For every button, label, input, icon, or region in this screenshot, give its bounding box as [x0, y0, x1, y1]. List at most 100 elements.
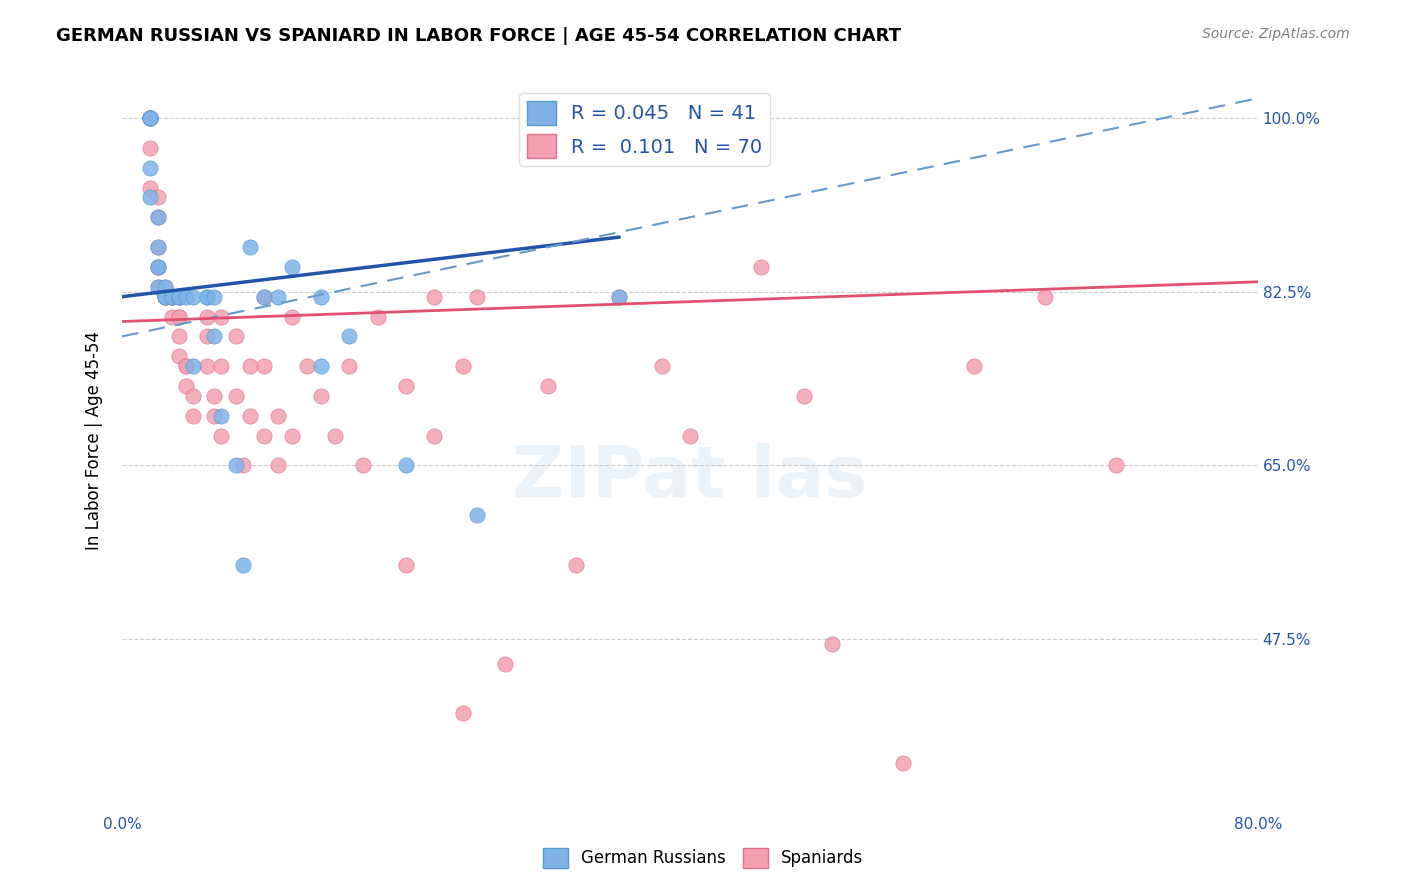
Point: [195, 329, 218, 343]
Point: [891, 756, 914, 770]
Point: [749, 260, 772, 274]
Point: [465, 290, 488, 304]
Point: [167, 290, 190, 304]
Y-axis label: In Labor Force | Age 45-54: In Labor Force | Age 45-54: [86, 331, 103, 550]
Point: [167, 290, 190, 304]
Point: [239, 409, 262, 423]
Point: [146, 240, 169, 254]
Point: [174, 290, 197, 304]
Text: ZIPat las: ZIPat las: [512, 443, 868, 512]
Point: [181, 290, 204, 304]
Point: [195, 290, 218, 304]
Point: [139, 111, 162, 125]
Point: [153, 279, 176, 293]
Point: [146, 260, 169, 274]
Point: [139, 111, 162, 125]
Point: [146, 279, 169, 293]
Point: [202, 389, 225, 403]
Point: [153, 290, 176, 304]
Point: [821, 637, 844, 651]
Point: [139, 111, 162, 125]
Point: [395, 379, 418, 393]
Point: [202, 290, 225, 304]
Point: [174, 359, 197, 373]
Point: [963, 359, 986, 373]
Point: [423, 428, 446, 442]
Point: [153, 290, 176, 304]
Point: [139, 190, 162, 204]
Point: [174, 379, 197, 393]
Point: [146, 260, 169, 274]
Point: [309, 389, 332, 403]
Point: [253, 290, 276, 304]
Point: [337, 329, 360, 343]
Point: [225, 329, 247, 343]
Point: [181, 389, 204, 403]
Point: [267, 458, 290, 473]
Point: [395, 458, 418, 473]
Point: [146, 260, 169, 274]
Point: [267, 290, 290, 304]
Point: [309, 290, 332, 304]
Point: [146, 211, 169, 225]
Point: [607, 290, 630, 304]
Point: [181, 359, 204, 373]
Point: [337, 359, 360, 373]
Point: [167, 349, 190, 363]
Point: [153, 290, 176, 304]
Point: [146, 279, 169, 293]
Point: [1033, 290, 1056, 304]
Point: [195, 310, 218, 324]
Point: [1105, 458, 1128, 473]
Point: [160, 290, 183, 304]
Point: [651, 359, 673, 373]
Point: [139, 180, 162, 194]
Point: [281, 310, 304, 324]
Point: [153, 290, 176, 304]
Point: [225, 389, 247, 403]
Point: [167, 310, 190, 324]
Point: [139, 161, 162, 175]
Point: [451, 706, 474, 721]
Point: [146, 211, 169, 225]
Point: [146, 190, 169, 204]
Point: [146, 240, 169, 254]
Point: [139, 111, 162, 125]
Point: [167, 290, 190, 304]
Point: [232, 558, 254, 572]
Point: [209, 428, 232, 442]
Point: [209, 409, 232, 423]
Point: [281, 260, 304, 274]
Point: [160, 290, 183, 304]
Point: [174, 359, 197, 373]
Point: [267, 409, 290, 423]
Point: [160, 290, 183, 304]
Point: [253, 428, 276, 442]
Text: GERMAN RUSSIAN VS SPANIARD IN LABOR FORCE | AGE 45-54 CORRELATION CHART: GERMAN RUSSIAN VS SPANIARD IN LABOR FORC…: [56, 27, 901, 45]
Point: [167, 329, 190, 343]
Point: [139, 111, 162, 125]
Point: [309, 359, 332, 373]
Point: [139, 111, 162, 125]
Point: [395, 558, 418, 572]
Point: [239, 240, 262, 254]
Point: [195, 290, 218, 304]
Point: [209, 310, 232, 324]
Point: [295, 359, 318, 373]
Point: [195, 359, 218, 373]
Point: [465, 508, 488, 522]
Point: [202, 409, 225, 423]
Point: [451, 359, 474, 373]
Point: [565, 558, 588, 572]
Point: [537, 379, 560, 393]
Point: [253, 359, 276, 373]
Point: [139, 141, 162, 155]
Legend: German Russians, Spaniards: German Russians, Spaniards: [536, 841, 870, 875]
Point: [153, 279, 176, 293]
Point: [323, 428, 346, 442]
Point: [239, 359, 262, 373]
Point: [423, 290, 446, 304]
Point: [209, 359, 232, 373]
Point: [202, 329, 225, 343]
Point: [153, 290, 176, 304]
